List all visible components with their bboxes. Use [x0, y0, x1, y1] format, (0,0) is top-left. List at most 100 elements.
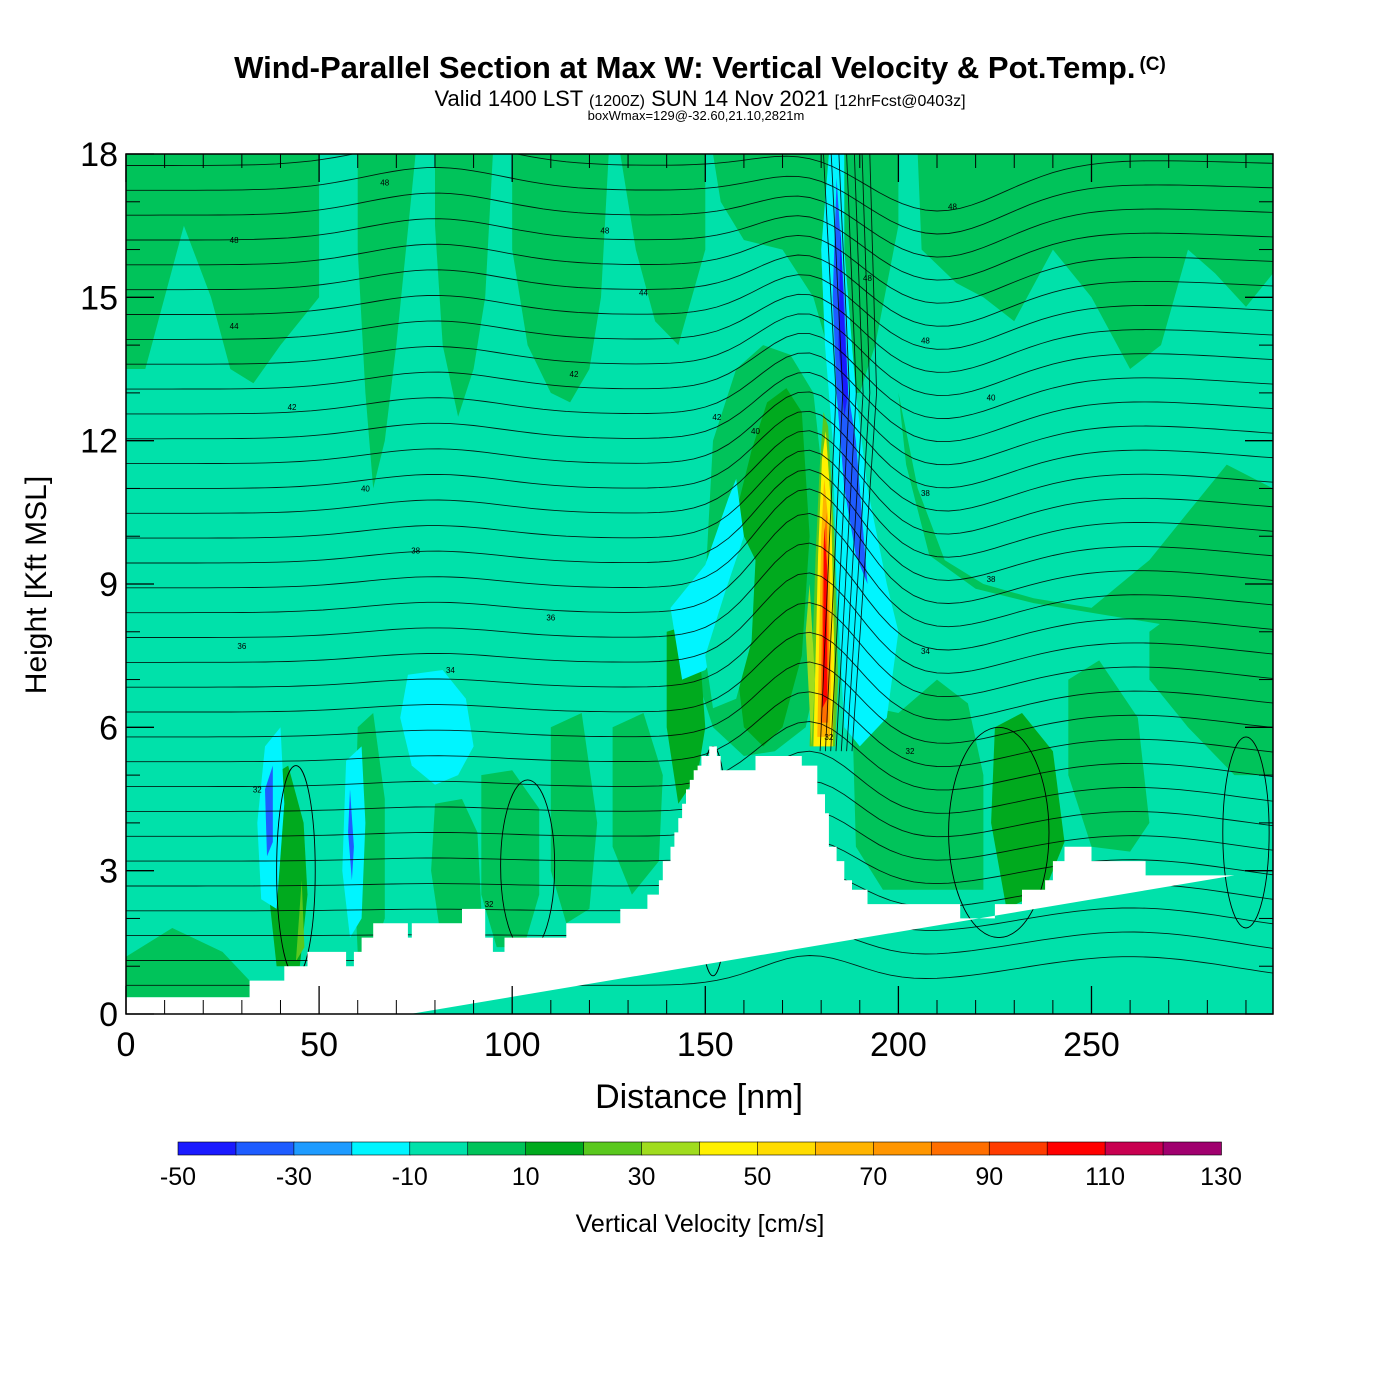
colorbar-swatch	[409, 1141, 469, 1156]
colorbar-tick-label: -10	[392, 1163, 428, 1191]
colorbar-swatch	[699, 1141, 759, 1156]
theta-contour-label: 38	[987, 575, 996, 584]
theta-contour	[126, 410, 1273, 512]
theta-contour-label: 42	[288, 403, 297, 412]
x-tick-label: 250	[1063, 1026, 1120, 1064]
colorbar-swatch	[757, 1141, 817, 1156]
theta-contour	[126, 469, 1273, 581]
theta-contour	[126, 371, 1273, 466]
theta-contour	[126, 215, 1273, 281]
colorbar-swatch	[351, 1141, 411, 1156]
theta-contour-label: 40	[751, 427, 760, 436]
blob-right-lower	[1149, 584, 1273, 776]
colorbar-tick-label: 90	[975, 1163, 1003, 1191]
theta-contour-tilted	[840, 154, 864, 752]
colorbar-swatch	[177, 1141, 237, 1156]
theta-contour	[126, 154, 1273, 212]
theta-contour	[126, 234, 1273, 304]
theta-contour	[126, 542, 1273, 651]
theta-contour-label: 32	[485, 900, 494, 909]
colorbar-swatch	[815, 1141, 875, 1156]
colorbar: -50 -30 -10 10 30 50 70 90 110 130	[160, 1141, 1242, 1191]
theta-contour-label: 48	[230, 236, 239, 245]
blob-right-low-a	[852, 679, 984, 890]
theta-contour-tilted	[835, 154, 857, 752]
theta-contour-label: 38	[921, 489, 930, 498]
y-tick-label: 12	[80, 423, 118, 461]
closed-contour	[948, 726, 1050, 939]
colorbar-swatch	[583, 1141, 643, 1156]
blob-upper-a	[357, 154, 416, 489]
theta-contour-label: 48	[600, 226, 609, 235]
updraft-110	[822, 526, 828, 709]
x-tick-label: 100	[484, 1026, 541, 1064]
theta-contour	[126, 192, 1273, 258]
theta-contour-label: 32	[906, 747, 915, 756]
x-tick-label: 0	[117, 1026, 136, 1064]
colorbar-swatch	[525, 1141, 585, 1156]
blob-cyan-b	[342, 746, 366, 938]
colorbar-tick-label: 50	[744, 1163, 772, 1191]
colorbar-tick-label: 130	[1200, 1163, 1242, 1191]
blob-right-low-c	[1068, 660, 1150, 852]
blob-right-mid	[898, 392, 1273, 642]
box-wmax-line: boxWmax=129@-32.60,21.10,2821m	[587, 108, 805, 123]
colorbar-tick-label: -30	[276, 1163, 312, 1191]
plot-area: 48 48 48 48 48 44 44 48 42 42 42 40 40 40 38 38 38 36 36 34…	[126, 154, 1273, 1014]
blob-surface-left	[126, 928, 250, 998]
blob-tower-gap	[705, 536, 756, 709]
copyright-mark: (C)	[1139, 54, 1166, 75]
y-tick-label: 6	[99, 709, 118, 747]
theta-contour	[126, 488, 1273, 604]
colorbar-swatch	[293, 1141, 353, 1156]
valid-time-line: Valid 1400 LST (1200Z) SUN 14 Nov 2021 […	[434, 86, 966, 111]
theta-contour-label: 48	[948, 203, 957, 212]
theta-contour	[126, 293, 1273, 373]
theta-contour-label: 42	[570, 370, 579, 379]
colorbar-swatch	[930, 1141, 991, 1156]
theta-contour-label: 48	[921, 336, 930, 345]
colorbar-tick-label: 70	[859, 1163, 887, 1191]
colorbar-swatch	[641, 1141, 701, 1156]
y-tick-label: 9	[99, 566, 118, 604]
theta-contour-label: 40	[987, 394, 996, 403]
updraft-left-30	[295, 880, 305, 962]
theta-contour-label: 44	[230, 322, 239, 331]
updraft-flank	[805, 584, 815, 747]
colorbar-swatch	[873, 1141, 933, 1156]
theta-contour	[126, 352, 1273, 443]
blob-left-f	[612, 713, 663, 895]
theta-contour	[126, 274, 1273, 350]
theta-contour	[126, 391, 1273, 489]
theta-contour-labels: 48 48 48 48 48 44 44 48 42 42 42 40 40 40 38 38 38 36 36 34…	[230, 179, 996, 909]
blob-left-e	[550, 713, 598, 924]
theta-contour	[126, 572, 1273, 674]
x-tick-label: 50	[300, 1026, 338, 1064]
theta-contour-tilted	[824, 154, 844, 752]
y-tick-label: 18	[80, 136, 118, 174]
theta-contour-label: 38	[411, 547, 420, 556]
theta-contour-label: 40	[361, 484, 370, 493]
colorbar-swatch	[1104, 1141, 1164, 1156]
theta-contour-tilted	[846, 154, 871, 752]
colorbar-tick-label: -50	[160, 1163, 196, 1191]
theta-contour-label: 34	[446, 666, 455, 675]
chart-title: Wind-Parallel Section at Max W: Vertical…	[234, 50, 1166, 85]
terrain-mask	[126, 746, 1235, 1014]
y-axis-label: Height [Kft MSL]	[20, 476, 53, 694]
colorbar-swatch	[467, 1141, 527, 1156]
theta-contour-label: 36	[546, 613, 555, 622]
theta-contour-label: 32	[253, 785, 262, 794]
theta-contour	[126, 167, 1273, 235]
theta-contour	[126, 512, 1273, 628]
blob-left-d	[481, 770, 540, 948]
y-tick-label: 3	[99, 853, 118, 891]
colorbar-tick-label: 30	[628, 1163, 656, 1191]
theta-contour	[126, 691, 1273, 768]
theta-contour-label: 36	[237, 642, 246, 651]
colorbar-swatch	[988, 1141, 1048, 1156]
y-tick-label: 15	[80, 279, 118, 317]
theta-contour-label: 48	[380, 179, 389, 188]
